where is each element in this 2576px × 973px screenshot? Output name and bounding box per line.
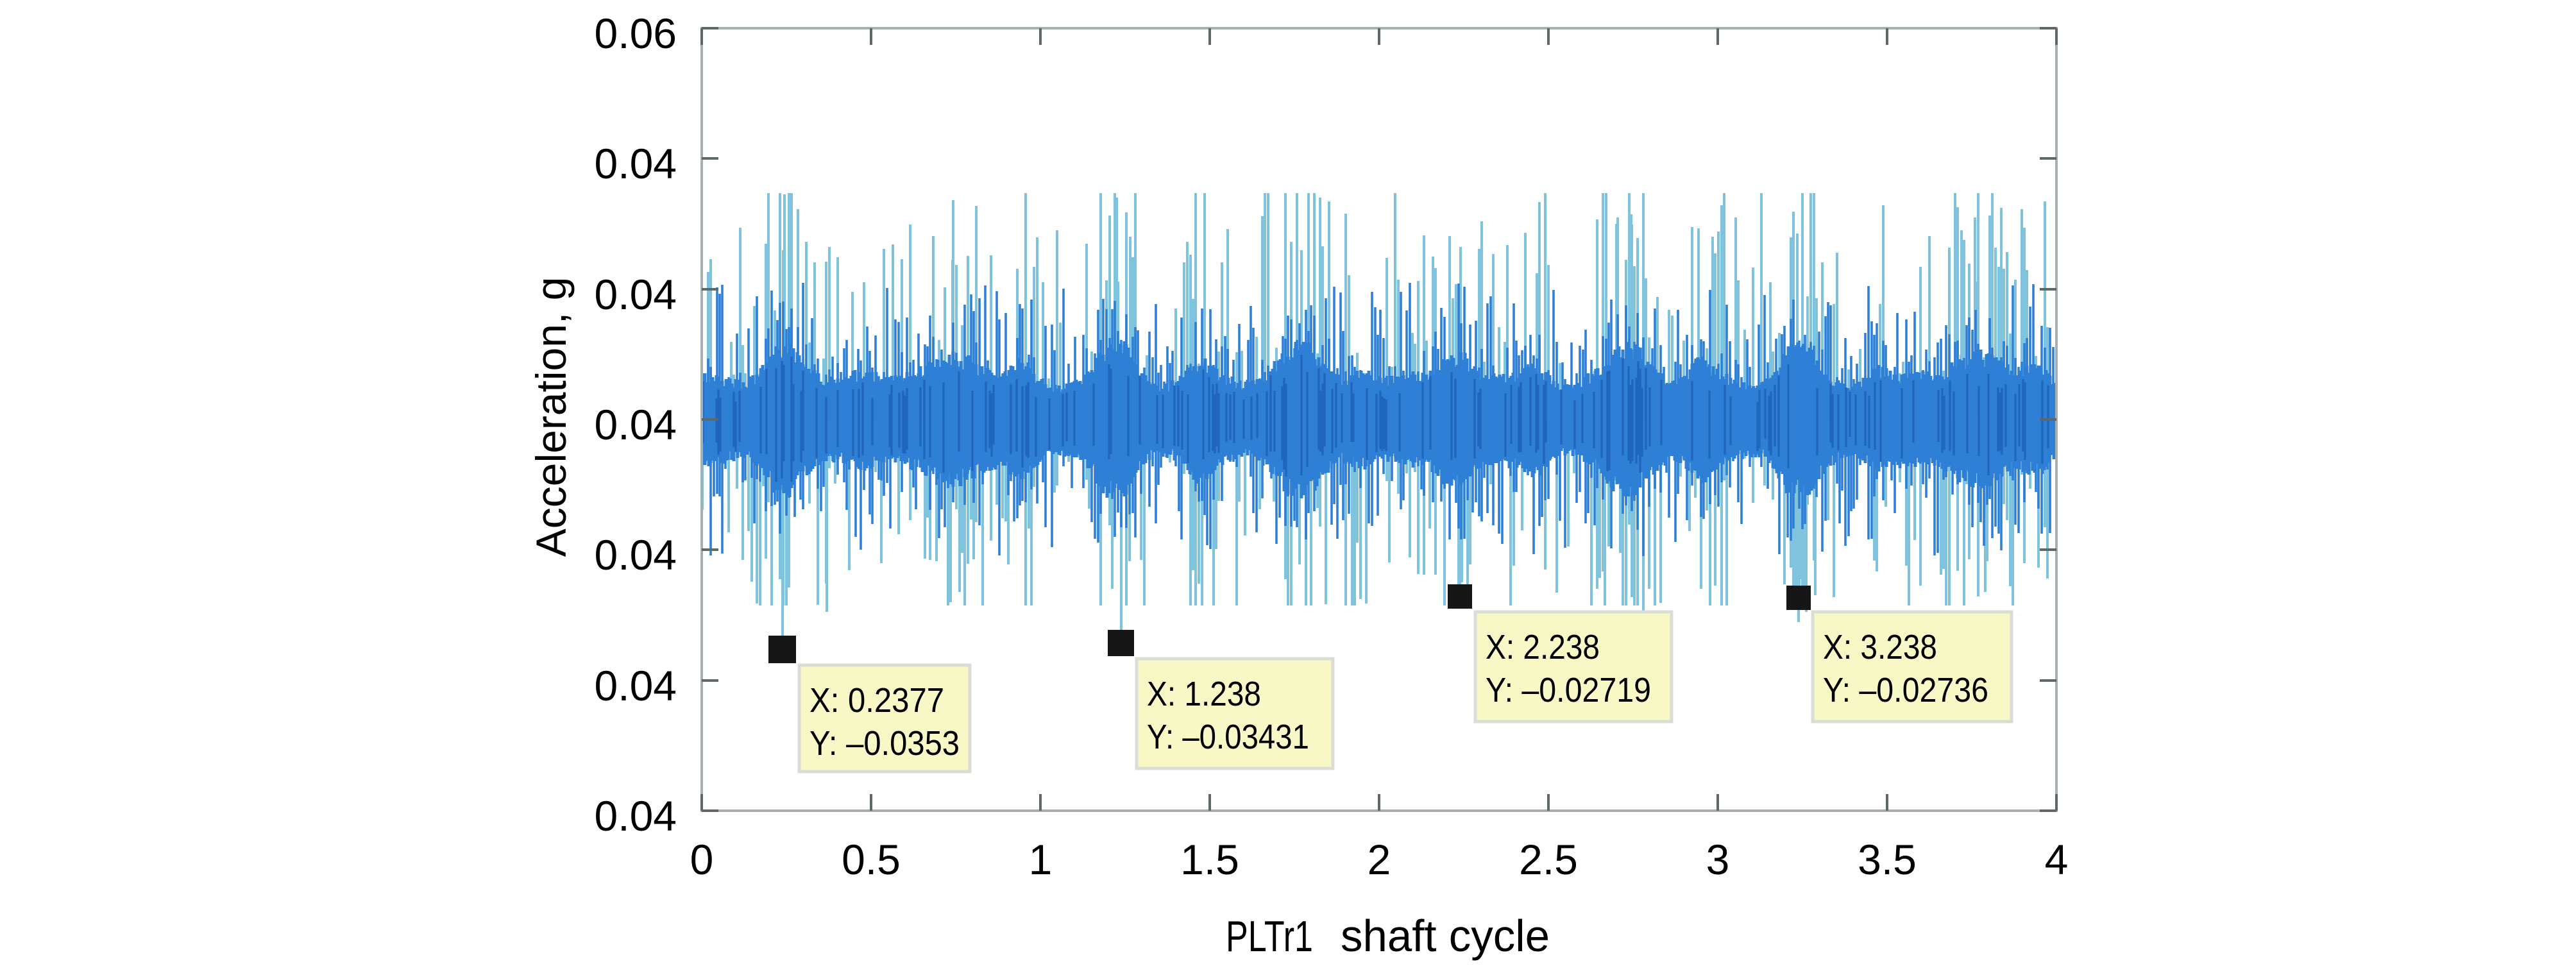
svg-text:Acceleration, g: Acceleration, g	[527, 277, 575, 557]
svg-text:0.04: 0.04	[595, 792, 677, 840]
svg-text:0.04: 0.04	[595, 401, 677, 448]
svg-text:X: 2.238: X: 2.238	[1486, 628, 1600, 666]
svg-text:3: 3	[1706, 836, 1730, 883]
svg-text:0: 0	[690, 836, 714, 883]
svg-text:0.04: 0.04	[595, 271, 677, 318]
svg-text:X: 0.2377: X: 0.2377	[809, 681, 944, 720]
svg-text:PLTr1: PLTr1	[1226, 912, 1313, 961]
svg-text:Y: –0.0353: Y: –0.0353	[809, 724, 960, 763]
svg-text:X: 3.238: X: 3.238	[1823, 628, 1937, 666]
svg-text:0.5: 0.5	[842, 836, 901, 883]
svg-text:0.04: 0.04	[595, 662, 677, 709]
svg-text:0.04: 0.04	[595, 140, 677, 187]
svg-text:shaft cycle: shaft cycle	[1341, 911, 1550, 961]
svg-text:1.5: 1.5	[1180, 836, 1239, 883]
svg-text:0.06: 0.06	[595, 10, 677, 57]
svg-text:1: 1	[1029, 836, 1053, 883]
svg-text:Y: –0.03431: Y: –0.03431	[1147, 718, 1309, 756]
svg-text:X: 1.238: X: 1.238	[1147, 675, 1261, 713]
svg-text:0.04: 0.04	[595, 531, 677, 579]
svg-text:Y: –0.02719: Y: –0.02719	[1486, 671, 1651, 709]
svg-text:4: 4	[2045, 836, 2069, 883]
svg-text:3.5: 3.5	[1858, 836, 1917, 883]
svg-text:Y: –0.02736: Y: –0.02736	[1823, 671, 1988, 709]
svg-text:2.5: 2.5	[1519, 836, 1578, 883]
svg-text:2: 2	[1368, 836, 1391, 883]
